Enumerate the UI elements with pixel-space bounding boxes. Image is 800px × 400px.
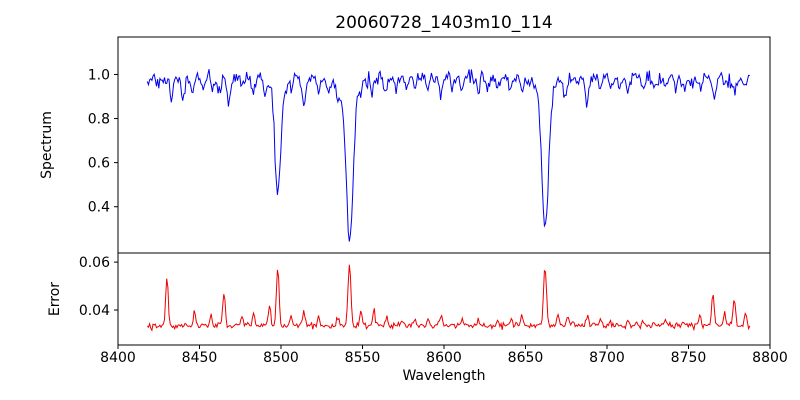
- spectrum-axis-label: Spectrum: [39, 111, 55, 179]
- error-panel-border: [117, 252, 771, 346]
- spectrum-y-tick-label: 0.8: [88, 112, 110, 128]
- chart-title: 20060728_1403m10_114: [335, 13, 553, 33]
- x-tick-label: 8700: [589, 350, 625, 366]
- spectrum-line: [146, 69, 750, 242]
- x-tick-label: 8600: [426, 350, 462, 366]
- error-y-tick-label: 0.06: [79, 255, 110, 271]
- x-tick-label: 8450: [182, 350, 218, 366]
- spectrum-y-tick-label: 0.4: [88, 200, 110, 216]
- x-tick-label: 8800: [752, 350, 788, 366]
- error-line: [146, 264, 751, 332]
- x-tick-label: 8500: [263, 350, 299, 366]
- spectrum-y-tick-label: 0.6: [88, 156, 110, 172]
- error-axis-label: Error: [47, 281, 63, 317]
- x-tick-label: 8400: [100, 350, 136, 366]
- spectrum-panel-border: [117, 36, 771, 254]
- x-tick-label: 8650: [508, 350, 544, 366]
- x-axis-label: Wavelength: [402, 368, 486, 384]
- x-tick-label: 8750: [671, 350, 707, 366]
- x-tick-label: 8550: [345, 350, 381, 366]
- error-y-tick-label: 0.04: [79, 303, 110, 319]
- spectrum-y-tick-label: 1.0: [88, 67, 110, 83]
